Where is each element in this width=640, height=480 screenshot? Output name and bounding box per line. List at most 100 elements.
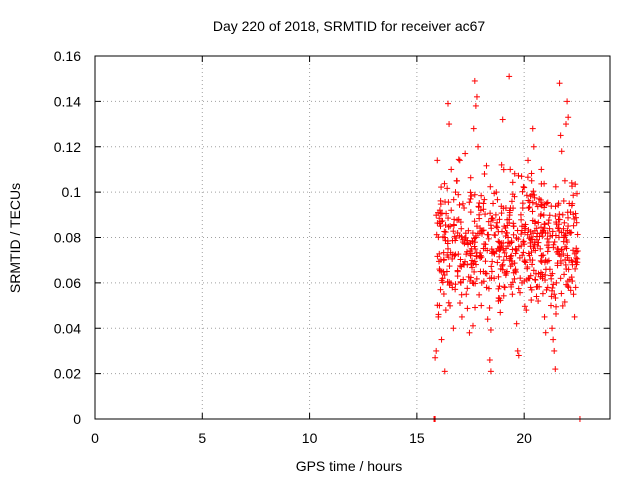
data-point (525, 205, 532, 212)
data-point (538, 224, 545, 231)
data-point (521, 258, 528, 265)
data-point (544, 235, 551, 242)
data-point (463, 291, 470, 298)
data-point (491, 231, 498, 238)
data-point (450, 228, 457, 235)
data-point (466, 199, 473, 206)
data-point (553, 303, 560, 310)
data-point (441, 180, 448, 187)
data-point (457, 256, 464, 263)
data-point (483, 270, 490, 277)
data-point (467, 274, 474, 281)
data-point (445, 254, 452, 261)
x-axis-label: GPS time / hours (296, 458, 403, 474)
data-point (541, 259, 548, 266)
data-point (467, 174, 474, 181)
data-point (558, 290, 565, 297)
data-point (490, 200, 497, 207)
data-point (498, 210, 505, 217)
data-point (437, 197, 444, 204)
data-point (542, 272, 549, 279)
data-point (562, 256, 569, 263)
data-point (572, 265, 579, 272)
data-point (469, 257, 476, 264)
data-point (513, 246, 520, 253)
data-point (525, 157, 532, 164)
data-point (478, 279, 485, 286)
data-point (508, 238, 515, 245)
data-point (504, 216, 511, 223)
data-point (446, 263, 453, 270)
data-point (487, 183, 494, 190)
data-point (494, 259, 501, 266)
data-point (462, 230, 469, 237)
data-point (561, 219, 568, 226)
data-point (435, 311, 442, 318)
data-point (544, 242, 551, 249)
data-point (451, 216, 458, 223)
data-point (529, 208, 536, 215)
data-point (472, 304, 479, 311)
data-point (498, 161, 505, 168)
data-point (555, 200, 562, 207)
data-point (563, 121, 570, 128)
data-point (433, 231, 440, 238)
data-point (454, 177, 461, 184)
data-point (519, 204, 526, 211)
data-point (454, 267, 461, 274)
data-point (551, 238, 558, 245)
data-point (535, 270, 542, 277)
data-point (506, 73, 513, 80)
data-point (434, 157, 441, 164)
chart-title: Day 220 of 2018, SRMTID for receiver ac6… (213, 18, 486, 34)
data-point (510, 223, 517, 230)
y-tick-label: 0.12 (54, 139, 81, 155)
data-point (475, 143, 482, 150)
data-point (481, 196, 488, 203)
data-point (487, 326, 494, 333)
data-point (488, 268, 495, 275)
data-point (548, 203, 555, 210)
data-point (446, 279, 453, 286)
data-point (570, 291, 577, 298)
data-point (513, 247, 520, 254)
data-point (561, 177, 568, 184)
data-point (484, 316, 491, 323)
data-point (515, 352, 522, 359)
data-point (473, 223, 480, 230)
data-point (551, 347, 558, 354)
data-point (466, 329, 473, 336)
data-point (496, 253, 503, 260)
data-point (471, 77, 478, 84)
y-tick-label: 0.02 (54, 366, 81, 382)
data-point (550, 336, 557, 343)
data-point (528, 177, 535, 184)
data-point (542, 277, 549, 284)
data-point (535, 298, 542, 305)
data-point (521, 303, 528, 310)
data-point (464, 305, 471, 312)
data-point (477, 249, 484, 256)
data-point (529, 199, 536, 206)
data-point (550, 281, 557, 288)
data-point (433, 347, 440, 354)
data-point (434, 302, 441, 309)
data-point (531, 194, 538, 201)
data-point (459, 200, 466, 207)
data-point (559, 211, 566, 218)
data-point (455, 156, 462, 163)
data-point (471, 218, 478, 225)
data-point (455, 191, 462, 198)
data-point (574, 247, 581, 254)
data-point (485, 285, 492, 292)
x-tick-label: 10 (302, 430, 318, 446)
data-point (486, 357, 493, 364)
data-point (501, 249, 508, 256)
data-point (452, 281, 459, 288)
grid (95, 56, 610, 419)
data-point (445, 299, 452, 306)
data-point (475, 203, 482, 210)
data-point (570, 211, 577, 218)
data-point (515, 172, 522, 179)
